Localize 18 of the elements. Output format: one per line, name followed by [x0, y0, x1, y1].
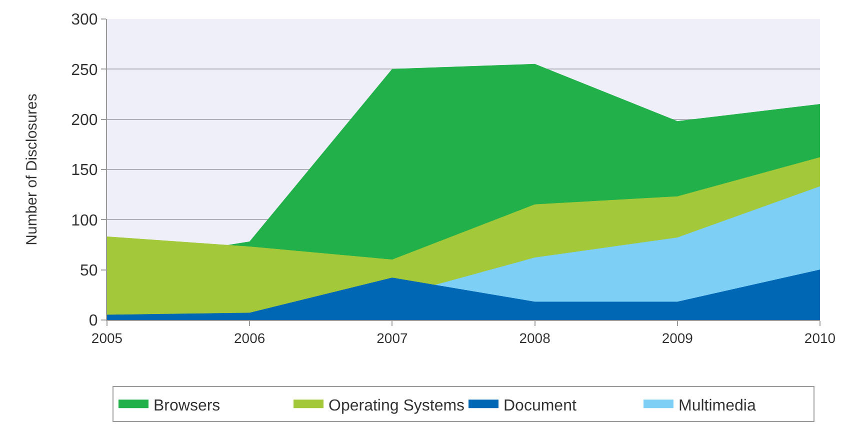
- y-tick-label: 250: [71, 62, 98, 79]
- x-tick-label: 2006: [234, 330, 266, 346]
- x-tick-label: 2008: [519, 330, 551, 346]
- legend-label: Document: [504, 397, 577, 414]
- y-tick-label: 150: [71, 162, 98, 180]
- legend-label: Multimedia: [678, 397, 756, 414]
- x-tick-label: 2009: [662, 330, 694, 346]
- y-tick-label: 300: [71, 12, 98, 29]
- y-tick-label: 50: [80, 262, 98, 280]
- y-tick-label: 100: [71, 212, 98, 230]
- x-tick-label: 2007: [376, 330, 408, 346]
- x-tick-label: 2010: [804, 330, 836, 346]
- y-tick-label: 200: [71, 112, 98, 129]
- y-tick-label: 0: [88, 312, 98, 330]
- x-tick-label: 2005: [91, 330, 123, 346]
- legend-label: Browsers: [154, 397, 220, 414]
- y-axis-title: Number of Disclosures: [23, 94, 40, 246]
- legend-label: Operating Systems: [328, 397, 465, 414]
